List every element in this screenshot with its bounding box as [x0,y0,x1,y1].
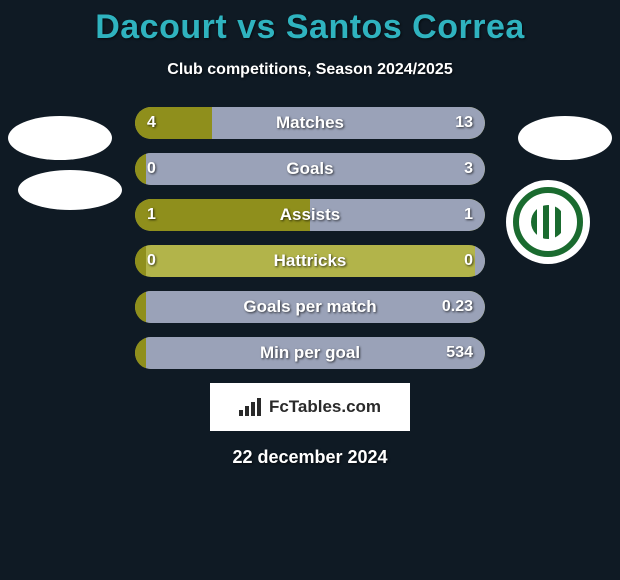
stat-row: 11Assists [135,199,485,231]
stat-label: Matches [135,107,485,139]
title: Dacourt vs Santos Correa [0,8,620,47]
stat-label: Goals per match [135,291,485,323]
player-left-badge-2 [18,170,122,210]
branding-text: FcTables.com [269,397,381,417]
stat-label: Assists [135,199,485,231]
player-left-badge-1 [8,116,112,160]
player-right-badge-1 [518,116,612,160]
stat-label: Hattricks [135,245,485,277]
stat-row: 0.23Goals per match [135,291,485,323]
crest-inner [513,187,583,257]
subtitle: Club competitions, Season 2024/2025 [0,61,620,79]
club-crest [506,180,590,264]
branding-badge: FcTables.com [210,383,410,431]
stat-row: 534Min per goal [135,337,485,369]
stat-label: Min per goal [135,337,485,369]
stat-label: Goals [135,153,485,185]
branding-icon [239,398,263,416]
stat-row: 00Hattricks [135,245,485,277]
stat-row: 03Goals [135,153,485,185]
stats-list: 413Matches 03Goals 11Assists 00Hattricks 0.2… [135,107,485,369]
stat-row: 413Matches [135,107,485,139]
comparison-card: Dacourt vs Santos Correa Club competitio… [0,0,620,580]
date-text: 22 december 2024 [0,447,620,468]
crest-stripes [531,205,565,239]
